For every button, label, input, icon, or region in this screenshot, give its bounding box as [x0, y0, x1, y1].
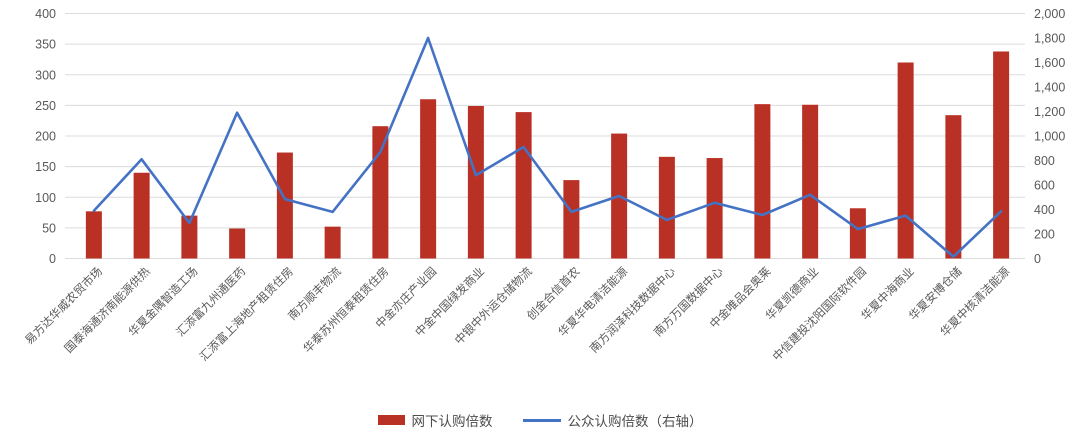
chart-legend: 网下认购倍数 公众认购倍数（右轴） — [0, 400, 1080, 440]
bar — [229, 228, 246, 259]
chart-plot-area: 0 50 100 150 200 250 300 350 400 0 200 400 600 800 1,0… — [22, 7, 1065, 364]
x-axis-label: 华泰苏州恒泰租赁住房 — [300, 264, 391, 355]
bar — [276, 152, 293, 259]
bar — [993, 51, 1010, 259]
left-axis-tick: 200 — [35, 130, 56, 144]
left-axis-tick: 300 — [35, 68, 56, 82]
right-axis-tick: 1,000 — [1034, 130, 1065, 144]
right-axis-tick: 1,200 — [1034, 105, 1065, 119]
right-axis-tick: 200 — [1034, 228, 1055, 242]
x-axis-label: 国泰海通济南能源供热 — [62, 264, 154, 356]
bar — [85, 211, 102, 259]
legend-item-offline-multiple: 网下认购倍数 — [377, 410, 493, 430]
left-axis-tick: 350 — [35, 38, 56, 52]
left-axis-tick: 400 — [35, 7, 56, 21]
bar — [563, 180, 580, 259]
bar — [945, 115, 962, 259]
left-axis-tick: 50 — [42, 221, 56, 235]
bar — [754, 104, 771, 259]
left-axis-tick: 250 — [35, 99, 56, 113]
x-axis-label: 汇添富上海地产租赁住房 — [197, 264, 296, 363]
bar — [420, 99, 437, 259]
right-axis-tick: 600 — [1034, 179, 1055, 193]
bar — [181, 215, 198, 259]
bar — [324, 226, 341, 259]
line-series — [92, 36, 1003, 259]
bar — [658, 156, 675, 259]
bar — [372, 126, 389, 259]
right-axis-tick: 1,800 — [1034, 32, 1065, 46]
x-axis-label: 中信建投沈阳国际软件园 — [770, 264, 869, 363]
bar — [133, 172, 150, 259]
x-axis-label: 易方达华威农贸市场 — [22, 264, 105, 347]
bar — [515, 112, 532, 259]
right-axis-tick: 800 — [1034, 154, 1055, 168]
left-axis-tick: 0 — [49, 252, 56, 266]
bar — [706, 158, 723, 259]
bar — [897, 62, 914, 259]
legend-item-public-multiple: 公众认购倍数（右轴） — [522, 410, 703, 430]
bar — [849, 208, 866, 259]
right-axis-tick: 2,000 — [1034, 7, 1065, 21]
right-axis-tick: 0 — [1034, 252, 1041, 266]
right-axis-tick: 1,400 — [1034, 81, 1065, 95]
x-axis-label: 南方润泽科技数据中心 — [587, 264, 679, 356]
legend-label-offline-multiple: 网下认购倍数 — [411, 414, 493, 429]
bar-series-swatch — [377, 415, 405, 425]
bar — [802, 104, 819, 259]
line-series-swatch — [522, 418, 561, 422]
left-axis-tick: 100 — [35, 191, 56, 205]
right-axis-tick: 1,600 — [1034, 56, 1065, 70]
legend-label-public-multiple: 公众认购倍数（右轴） — [567, 414, 703, 429]
bar — [467, 105, 484, 259]
left-axis-tick: 150 — [35, 160, 56, 174]
right-axis-tick: 400 — [1034, 203, 1055, 217]
x-axis-label: 中银中外运仓储物流 — [452, 264, 535, 347]
